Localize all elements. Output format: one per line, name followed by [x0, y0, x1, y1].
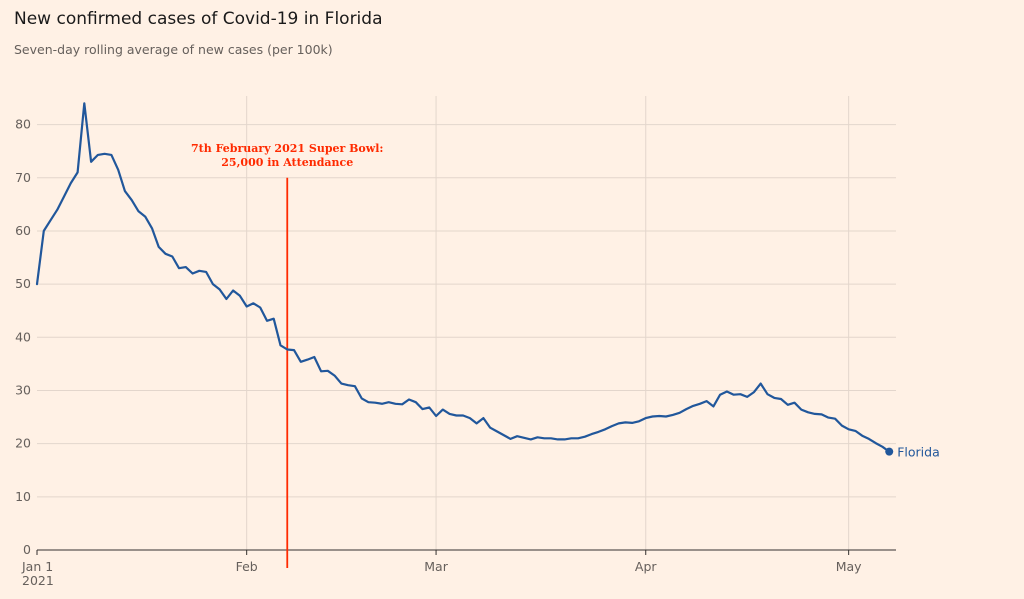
x-tick-sublabel: 2021: [22, 573, 54, 588]
series-end-point: [885, 447, 894, 456]
annotations: 7th February 2021 Super Bowl:25,000 in A…: [191, 142, 383, 568]
annotation-text-line2: 25,000 in Attendance: [221, 156, 353, 169]
x-tick-label: Feb: [236, 559, 258, 574]
x-tick-label: Apr: [635, 559, 657, 574]
y-axis-labels: 0 10 20 30 40 50 60 70 80: [15, 117, 31, 557]
y-tick-label: 0: [23, 542, 31, 557]
chart-subtitle: Seven-day rolling average of new cases (…: [14, 42, 333, 57]
chart-title: New confirmed cases of Covid-19 in Flori…: [14, 9, 383, 29]
x-tick-label: May: [836, 559, 862, 574]
y-tick-label: 30: [15, 382, 31, 397]
x-tick-label: Mar: [424, 559, 448, 574]
series: Florida: [35, 102, 940, 460]
annotation-text-line1: 7th February 2021 Super Bowl:: [191, 142, 383, 155]
series-end-label: Florida: [897, 445, 940, 460]
series-line-florida: [35, 102, 891, 453]
y-tick-label: 20: [15, 436, 31, 451]
x-tick-label: Jan 1: [21, 559, 53, 574]
y-tick-label: 60: [15, 223, 31, 238]
y-tick-label: 40: [15, 329, 31, 344]
y-tick-label: 80: [15, 117, 31, 132]
y-tick-label: 50: [15, 276, 31, 291]
y-tick-label: 70: [15, 170, 31, 185]
x-gridlines: [36, 96, 850, 555]
y-tick-label: 10: [15, 489, 31, 504]
y-gridlines: [37, 124, 896, 498]
